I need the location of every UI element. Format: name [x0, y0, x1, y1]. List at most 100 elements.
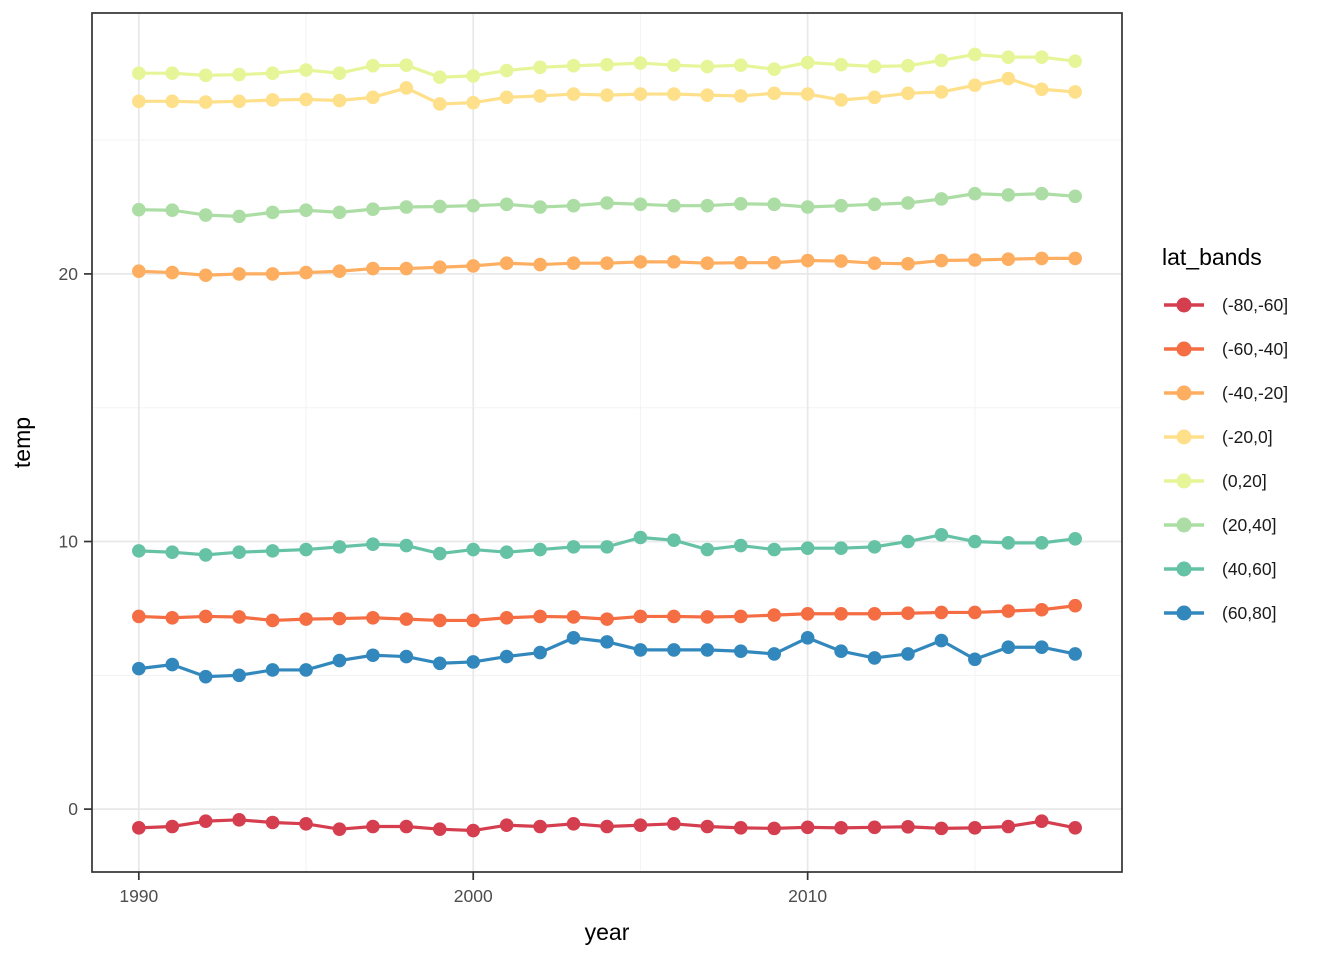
data-point-(-60,-40]: [800, 606, 815, 621]
legend-key-point-(-20,0]: [1176, 429, 1192, 445]
data-point-(60,80]: [299, 663, 313, 677]
data-point-(-40,-20]: [901, 256, 915, 271]
data-point-(-60,-40]: [198, 609, 213, 624]
data-point-(-60,-40]: [432, 613, 447, 628]
data-point-(0,20]: [1034, 50, 1049, 64]
data-point-(20,40]: [834, 198, 848, 213]
legend-label: (20,40]: [1222, 515, 1276, 535]
data-point-(60,80]: [198, 669, 213, 684]
data-point-(-20,0]: [767, 86, 782, 101]
data-point-(-40,-20]: [767, 255, 782, 270]
data-point-(-40,-20]: [165, 265, 180, 280]
data-point-(-20,0]: [1068, 85, 1082, 99]
data-point-(40,60]: [600, 540, 614, 554]
data-point-(20,40]: [466, 198, 481, 213]
data-point-(0,20]: [1068, 54, 1082, 68]
data-point-(-80,-60]: [633, 818, 648, 832]
data-point-(-20,0]: [968, 78, 982, 93]
data-point-(60,80]: [332, 653, 347, 668]
legend-key-point-(-80,-60]: [1176, 297, 1192, 313]
data-point-(0,20]: [600, 57, 614, 72]
data-point-(-20,0]: [399, 81, 414, 95]
data-point-(40,60]: [700, 542, 715, 557]
data-point-(60,80]: [566, 631, 581, 645]
data-point-(-60,-40]: [1068, 598, 1082, 613]
data-point-(-80,-60]: [834, 821, 848, 835]
data-point-(-40,-20]: [1034, 251, 1049, 266]
data-point-(20,40]: [700, 198, 715, 213]
x-tick-label: 2010: [788, 886, 827, 906]
data-point-(20,40]: [366, 202, 380, 216]
data-point-(20,40]: [1001, 188, 1016, 202]
data-point-(-80,-60]: [934, 821, 949, 836]
data-point-(40,60]: [399, 538, 414, 553]
data-point-(60,80]: [733, 644, 748, 659]
data-point-(-80,-60]: [432, 822, 447, 836]
data-point-(60,80]: [700, 643, 715, 657]
data-point-(0,20]: [332, 66, 347, 81]
legend-key-point-(0,20]: [1176, 473, 1192, 489]
data-point-(40,60]: [667, 533, 681, 547]
data-point-(-60,-40]: [733, 609, 748, 624]
data-point-(40,60]: [232, 545, 246, 560]
data-point-(0,20]: [198, 68, 213, 83]
data-point-(-40,-20]: [1068, 251, 1082, 266]
data-point-(60,80]: [633, 643, 648, 657]
data-point-(-80,-60]: [1068, 821, 1082, 835]
data-point-(20,40]: [901, 196, 915, 210]
data-point-(-20,0]: [800, 87, 815, 101]
data-point-(60,80]: [132, 661, 146, 676]
data-point-(-20,0]: [366, 90, 380, 105]
data-point-(60,80]: [767, 647, 782, 661]
data-point-(0,20]: [299, 63, 313, 77]
data-point-(0,20]: [432, 70, 447, 85]
data-point-(-60,-40]: [834, 606, 848, 621]
legend-key-point-(-40,-20]: [1176, 385, 1192, 401]
legend-key-point-(20,40]: [1176, 517, 1192, 533]
data-point-(-80,-60]: [566, 817, 581, 831]
data-point-(-80,-60]: [466, 823, 481, 838]
data-point-(-60,-40]: [901, 606, 915, 621]
data-point-(20,40]: [733, 196, 748, 211]
legend-label: (60,80]: [1222, 603, 1276, 623]
data-point-(60,80]: [1068, 647, 1082, 661]
data-point-(60,80]: [466, 655, 481, 669]
legend-title: lat_bands: [1162, 244, 1262, 270]
data-point-(-20,0]: [700, 88, 715, 102]
data-point-(-40,-20]: [1001, 252, 1016, 266]
data-point-(40,60]: [432, 546, 447, 561]
data-point-(-20,0]: [667, 87, 681, 101]
data-point-(-20,0]: [600, 88, 614, 102]
data-point-(0,20]: [265, 66, 280, 81]
data-point-(40,60]: [198, 548, 213, 562]
data-point-(-80,-60]: [1001, 819, 1016, 834]
data-point-(20,40]: [767, 197, 782, 212]
data-point-(-80,-60]: [499, 818, 514, 832]
data-point-(-40,-20]: [733, 255, 748, 270]
data-point-(-20,0]: [499, 90, 514, 105]
legend-key-point-(40,60]: [1176, 561, 1192, 577]
data-point-(-80,-60]: [198, 814, 213, 828]
data-point-(0,20]: [533, 60, 547, 75]
data-point-(-40,-20]: [399, 261, 414, 276]
data-point-(40,60]: [633, 530, 648, 545]
data-point-(0,20]: [232, 67, 246, 82]
data-point-(0,20]: [399, 58, 414, 72]
data-point-(-40,-20]: [800, 253, 815, 268]
data-point-(-80,-60]: [132, 821, 146, 835]
data-point-(40,60]: [366, 537, 380, 551]
data-point-(20,40]: [198, 208, 213, 222]
data-point-(60,80]: [366, 648, 380, 663]
y-axis-title: temp: [9, 417, 35, 468]
data-point-(-80,-60]: [667, 817, 681, 831]
data-point-(20,40]: [968, 186, 982, 201]
data-point-(60,80]: [499, 649, 514, 664]
data-point-(20,40]: [332, 205, 347, 220]
panel-background: [92, 13, 1122, 872]
data-point-(40,60]: [533, 542, 547, 557]
data-point-(20,40]: [633, 197, 648, 212]
data-point-(60,80]: [432, 656, 447, 671]
data-point-(-20,0]: [132, 94, 146, 109]
data-point-(-20,0]: [901, 86, 915, 101]
